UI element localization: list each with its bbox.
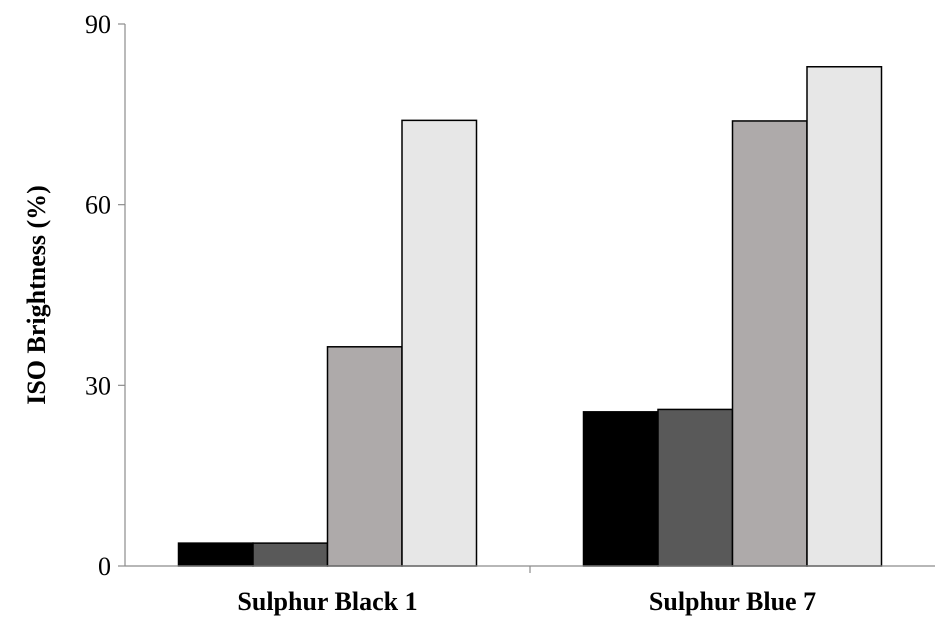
bar-sulphur-blue-7-2: [657, 408, 734, 567]
bar-sulphur-blue-7-1: [582, 411, 659, 567]
bar-sulphur-black-1-2: [252, 542, 329, 567]
bar-sulphur-black-1-3: [326, 346, 403, 567]
y-tick-label: 60: [85, 191, 111, 220]
y-tick-label: 0: [98, 552, 111, 581]
y-axis-title: ISO Brightness (%): [22, 185, 51, 405]
y-tick-label: 30: [85, 371, 111, 400]
bar-sulphur-black-1-1: [177, 542, 254, 567]
x-category-label: Sulphur Blue 7: [649, 587, 816, 616]
bar-sulphur-blue-7-3: [731, 120, 808, 567]
bar-sulphur-blue-7-4: [806, 66, 883, 567]
labels-layer: 0 30 60 90 Sulphur Black 1 Sulphur Blue 7: [85, 10, 816, 616]
x-category-label: Sulphur Black 1: [237, 587, 417, 616]
bar-sulphur-black-1-4: [401, 119, 478, 567]
y-tick-label: 90: [85, 10, 111, 39]
bars-layer: [177, 66, 883, 567]
ticks-layer: [118, 23, 531, 573]
